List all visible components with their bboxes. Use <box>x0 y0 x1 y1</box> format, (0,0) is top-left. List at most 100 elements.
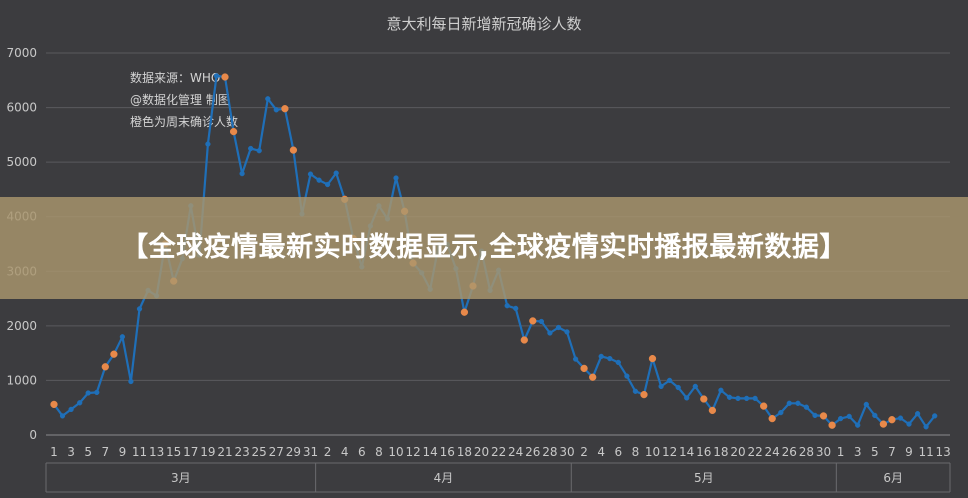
data-point <box>128 378 134 385</box>
x-tick-label: 23 <box>234 445 249 459</box>
x-tick-label: 12 <box>405 445 420 459</box>
x-tick-label: 3 <box>67 445 75 459</box>
data-point <box>265 96 271 102</box>
data-point <box>324 181 331 188</box>
x-tick-label: 8 <box>632 445 640 459</box>
x-tick-label: 4 <box>341 445 349 459</box>
weekend-point <box>221 73 229 81</box>
data-point <box>547 330 553 336</box>
x-tick-label: 13 <box>149 445 164 459</box>
data-point <box>256 148 262 154</box>
weekend-point <box>460 308 469 316</box>
weekend-point <box>281 105 289 113</box>
x-tick-label: 5 <box>871 445 879 459</box>
x-tick-label: 6 <box>614 445 622 459</box>
x-tick-label: 31 <box>303 445 318 459</box>
data-point <box>607 355 613 362</box>
x-tick-label: 11 <box>132 445 147 459</box>
data-point <box>726 394 733 400</box>
headline-text: 【全球疫情最新实时数据显示,全球疫情实时播报最新数据】 <box>121 232 847 263</box>
x-tick-label: 7 <box>888 445 896 459</box>
weekend-point <box>520 336 528 344</box>
x-tick-label: 2 <box>324 445 332 459</box>
x-tick-label: 14 <box>423 445 438 459</box>
weekend-point <box>229 127 238 136</box>
x-tick-label: 26 <box>782 445 797 459</box>
data-point <box>675 384 681 391</box>
data-point <box>872 412 878 419</box>
x-tick-label: 15 <box>166 445 181 459</box>
weekend-point <box>819 412 828 420</box>
month-label: 6月 <box>883 471 903 485</box>
data-point <box>94 389 100 396</box>
x-tick-label: 28 <box>799 445 814 459</box>
data-point <box>119 334 126 340</box>
x-tick-label: 29 <box>286 445 301 459</box>
annotation-text: 橙色为周末确诊人数 <box>130 114 238 129</box>
x-tick-label: 7 <box>101 445 109 459</box>
x-tick-label: 28 <box>542 445 557 459</box>
annotation-text: @数据化管理 制图 <box>130 92 230 107</box>
data-point <box>914 411 921 417</box>
data-point <box>205 141 211 147</box>
weekend-point <box>768 414 776 423</box>
weekend-point <box>700 395 708 403</box>
x-tick-label: 24 <box>765 445 780 459</box>
data-point <box>837 415 844 422</box>
annotation-text: 数据来源：WHO <box>130 70 220 85</box>
data-point <box>923 424 929 430</box>
weekend-point <box>648 354 657 363</box>
y-tick-label: 2000 <box>6 319 37 333</box>
x-tick-label: 11 <box>918 445 933 459</box>
x-tick-label: 16 <box>440 445 455 459</box>
weekend-point <box>828 421 836 429</box>
headline-banner: 【全球疫情最新实时数据显示,全球疫情实时播报最新数据】 <box>0 197 968 299</box>
data-point <box>598 353 604 360</box>
data-point <box>752 395 758 402</box>
weekend-point <box>879 420 888 428</box>
weekend-point <box>760 402 768 410</box>
data-point <box>248 145 254 152</box>
data-point <box>307 171 314 177</box>
x-tick-label: 6 <box>358 445 366 459</box>
y-tick-label: 0 <box>29 428 37 442</box>
data-point <box>803 404 810 410</box>
month-label: 5月 <box>694 471 714 485</box>
x-tick-label: 20 <box>730 445 745 459</box>
month-label: 3月 <box>171 471 191 485</box>
x-tick-label: 25 <box>252 445 267 459</box>
weekend-point <box>50 400 58 409</box>
x-tick-label: 8 <box>375 445 383 459</box>
weekend-point <box>529 317 537 325</box>
x-tick-label: 27 <box>269 445 284 459</box>
x-tick-label: 18 <box>457 445 472 459</box>
weekend-point <box>110 350 118 358</box>
y-tick-label: 5000 <box>6 155 37 169</box>
data-point <box>735 395 741 402</box>
data-point <box>213 73 220 79</box>
data-point <box>897 415 904 421</box>
data-point <box>513 305 519 312</box>
weekend-point <box>888 416 896 424</box>
data-point <box>855 422 861 428</box>
x-tick-label: 4 <box>597 445 605 459</box>
x-tick-label: 14 <box>679 445 694 459</box>
data-point <box>68 406 74 413</box>
data-point <box>504 303 510 309</box>
data-point <box>538 318 545 325</box>
weekend-point <box>101 363 109 371</box>
data-point <box>59 413 66 419</box>
data-point <box>615 359 621 366</box>
x-tick-label: 5 <box>84 445 92 459</box>
data-point <box>692 383 698 390</box>
weekend-point <box>708 406 717 415</box>
y-tick-label: 7000 <box>6 46 37 60</box>
x-tick-label: 16 <box>696 445 711 459</box>
data-point <box>333 170 339 176</box>
data-point <box>85 390 91 396</box>
weekend-point <box>289 146 298 154</box>
data-point <box>555 324 562 331</box>
x-tick-label: 22 <box>747 445 762 459</box>
weekend-point <box>589 373 597 381</box>
